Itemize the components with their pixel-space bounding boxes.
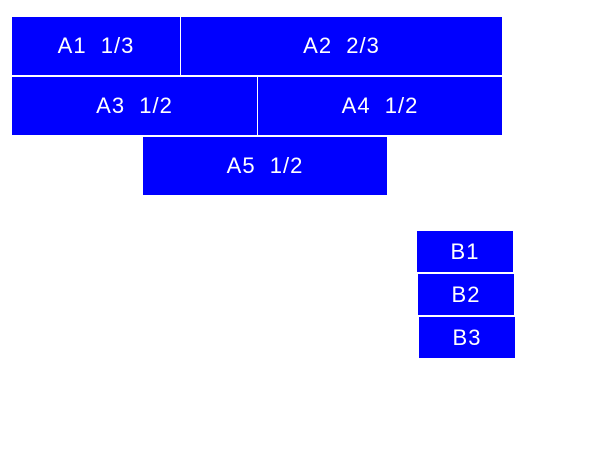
box-a2[interactable]: A2 2/3 <box>181 17 502 75</box>
box-a5[interactable]: A5 1/2 <box>143 137 387 195</box>
box-a3[interactable]: A3 1/2 <box>12 77 257 135</box>
box-a4[interactable]: A4 1/2 <box>258 77 502 135</box>
box-a1[interactable]: A1 1/3 <box>12 17 180 75</box>
box-b3[interactable]: B3 <box>419 317 515 358</box>
box-b2[interactable]: B2 <box>418 274 514 315</box>
box-b1[interactable]: B1 <box>417 231 513 272</box>
